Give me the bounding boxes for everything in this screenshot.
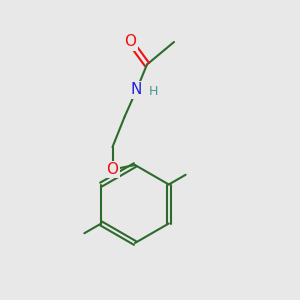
Text: O: O [106, 162, 119, 177]
Text: N: N [131, 82, 142, 98]
Text: H: H [149, 85, 158, 98]
Text: O: O [124, 34, 136, 50]
